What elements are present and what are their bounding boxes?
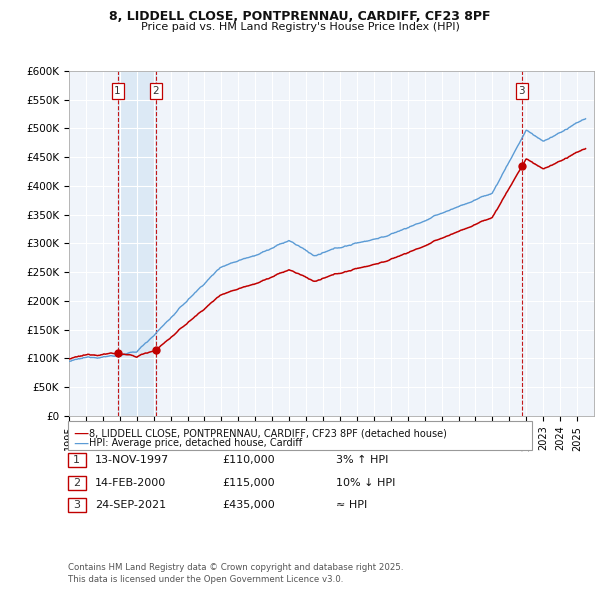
Text: ≈ HPI: ≈ HPI (336, 500, 367, 510)
Text: £115,000: £115,000 (222, 478, 275, 487)
Text: 3: 3 (73, 500, 80, 510)
Text: 3% ↑ HPI: 3% ↑ HPI (336, 455, 388, 465)
Text: 10% ↓ HPI: 10% ↓ HPI (336, 478, 395, 487)
Text: Contains HM Land Registry data © Crown copyright and database right 2025.
This d: Contains HM Land Registry data © Crown c… (68, 563, 403, 584)
Text: 2: 2 (73, 478, 80, 487)
Text: HPI: Average price, detached house, Cardiff: HPI: Average price, detached house, Card… (89, 438, 302, 448)
Text: 24-SEP-2021: 24-SEP-2021 (95, 500, 166, 510)
Text: 3: 3 (518, 86, 525, 96)
Bar (118, 71, 156, 416)
Text: 8, LIDDELL CLOSE, PONTPRENNAU, CARDIFF, CF23 8PF (detached house): 8, LIDDELL CLOSE, PONTPRENNAU, CARDIFF, … (89, 429, 446, 438)
Text: £435,000: £435,000 (222, 500, 275, 510)
Text: 14-FEB-2000: 14-FEB-2000 (95, 478, 166, 487)
Text: 1: 1 (73, 455, 80, 465)
Text: 1: 1 (114, 86, 121, 96)
Text: —: — (73, 435, 88, 451)
Text: 13-NOV-1997: 13-NOV-1997 (95, 455, 169, 465)
Text: Price paid vs. HM Land Registry's House Price Index (HPI): Price paid vs. HM Land Registry's House … (140, 22, 460, 32)
Text: 2: 2 (152, 86, 159, 96)
Text: £110,000: £110,000 (222, 455, 275, 465)
Text: —: — (73, 426, 88, 441)
Text: 8, LIDDELL CLOSE, PONTPRENNAU, CARDIFF, CF23 8PF: 8, LIDDELL CLOSE, PONTPRENNAU, CARDIFF, … (109, 10, 491, 23)
